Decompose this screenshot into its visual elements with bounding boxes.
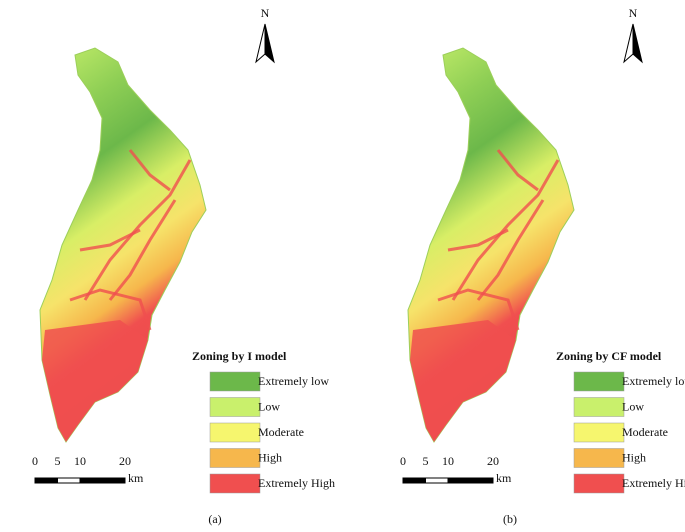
legend-title: Zoning by I model bbox=[192, 349, 287, 363]
scale-tick-label: 5 bbox=[423, 454, 429, 468]
caption: (a) bbox=[208, 512, 221, 526]
scale-tick-label: 20 bbox=[119, 454, 131, 468]
scale-segment bbox=[79, 477, 126, 484]
legend-label: High bbox=[258, 450, 282, 464]
legend-title: Zoning by CF model bbox=[556, 349, 662, 363]
red-zone bbox=[437, 288, 520, 331]
legend-swatch bbox=[209, 371, 261, 392]
legend-swatch bbox=[209, 448, 261, 468]
scale-tick-label: 0 bbox=[32, 454, 38, 468]
red-zone bbox=[447, 228, 509, 252]
scale-segment bbox=[402, 477, 426, 484]
legend-swatch bbox=[573, 371, 625, 392]
red-zone bbox=[476, 199, 545, 301]
legend-swatch bbox=[573, 473, 625, 494]
scale-unit: km bbox=[128, 471, 144, 485]
panel: N Zoning by I model Extremely low Low Modera… bbox=[32, 6, 335, 526]
legend-label: Low bbox=[258, 399, 280, 413]
red-zone bbox=[69, 288, 152, 331]
legend-swatch bbox=[209, 473, 261, 494]
scale-segment bbox=[425, 477, 449, 484]
legend-swatch bbox=[209, 422, 261, 443]
scale-tick-label: 0 bbox=[400, 454, 406, 468]
legend-swatch bbox=[573, 448, 625, 468]
north-arrow-right bbox=[632, 23, 643, 64]
red-zone bbox=[451, 159, 560, 301]
north-arrow-left bbox=[623, 23, 634, 64]
north-label: N bbox=[261, 6, 270, 20]
scale-tick-label: 20 bbox=[487, 454, 499, 468]
red-zone bbox=[79, 228, 141, 252]
red-zone bbox=[496, 149, 539, 192]
legend-label: Extremely High bbox=[622, 476, 685, 490]
north-arrow-right bbox=[264, 23, 275, 64]
legend-label: Moderate bbox=[622, 425, 668, 439]
north-arrow-left bbox=[255, 23, 266, 64]
legend-label: High bbox=[622, 450, 646, 464]
caption: (b) bbox=[503, 512, 517, 526]
legend-label: Extremely low bbox=[622, 374, 685, 388]
legend-swatch bbox=[573, 422, 625, 443]
scale-tick-label: 10 bbox=[74, 454, 86, 468]
legend-label: Low bbox=[622, 399, 644, 413]
legend-label: Extremely low bbox=[258, 374, 329, 388]
legend-label: Moderate bbox=[258, 425, 304, 439]
scale-unit: km bbox=[496, 471, 512, 485]
legend-swatch bbox=[209, 397, 261, 417]
red-zone bbox=[128, 149, 171, 192]
scale-segment bbox=[57, 477, 81, 484]
legend-label: Extremely High bbox=[258, 476, 335, 490]
north-label: N bbox=[629, 6, 638, 20]
scale-segment bbox=[447, 477, 494, 484]
scale-segment bbox=[34, 477, 58, 484]
bottom-red-zone bbox=[410, 320, 516, 442]
panel: N Zoning by CF model Extremely low Low Moder… bbox=[400, 6, 685, 526]
scale-tick-label: 5 bbox=[55, 454, 61, 468]
legend-swatch bbox=[573, 397, 625, 417]
bottom-red-zone bbox=[42, 320, 148, 442]
red-zone bbox=[83, 159, 192, 301]
red-zone bbox=[108, 199, 177, 301]
scale-tick-label: 10 bbox=[442, 454, 454, 468]
